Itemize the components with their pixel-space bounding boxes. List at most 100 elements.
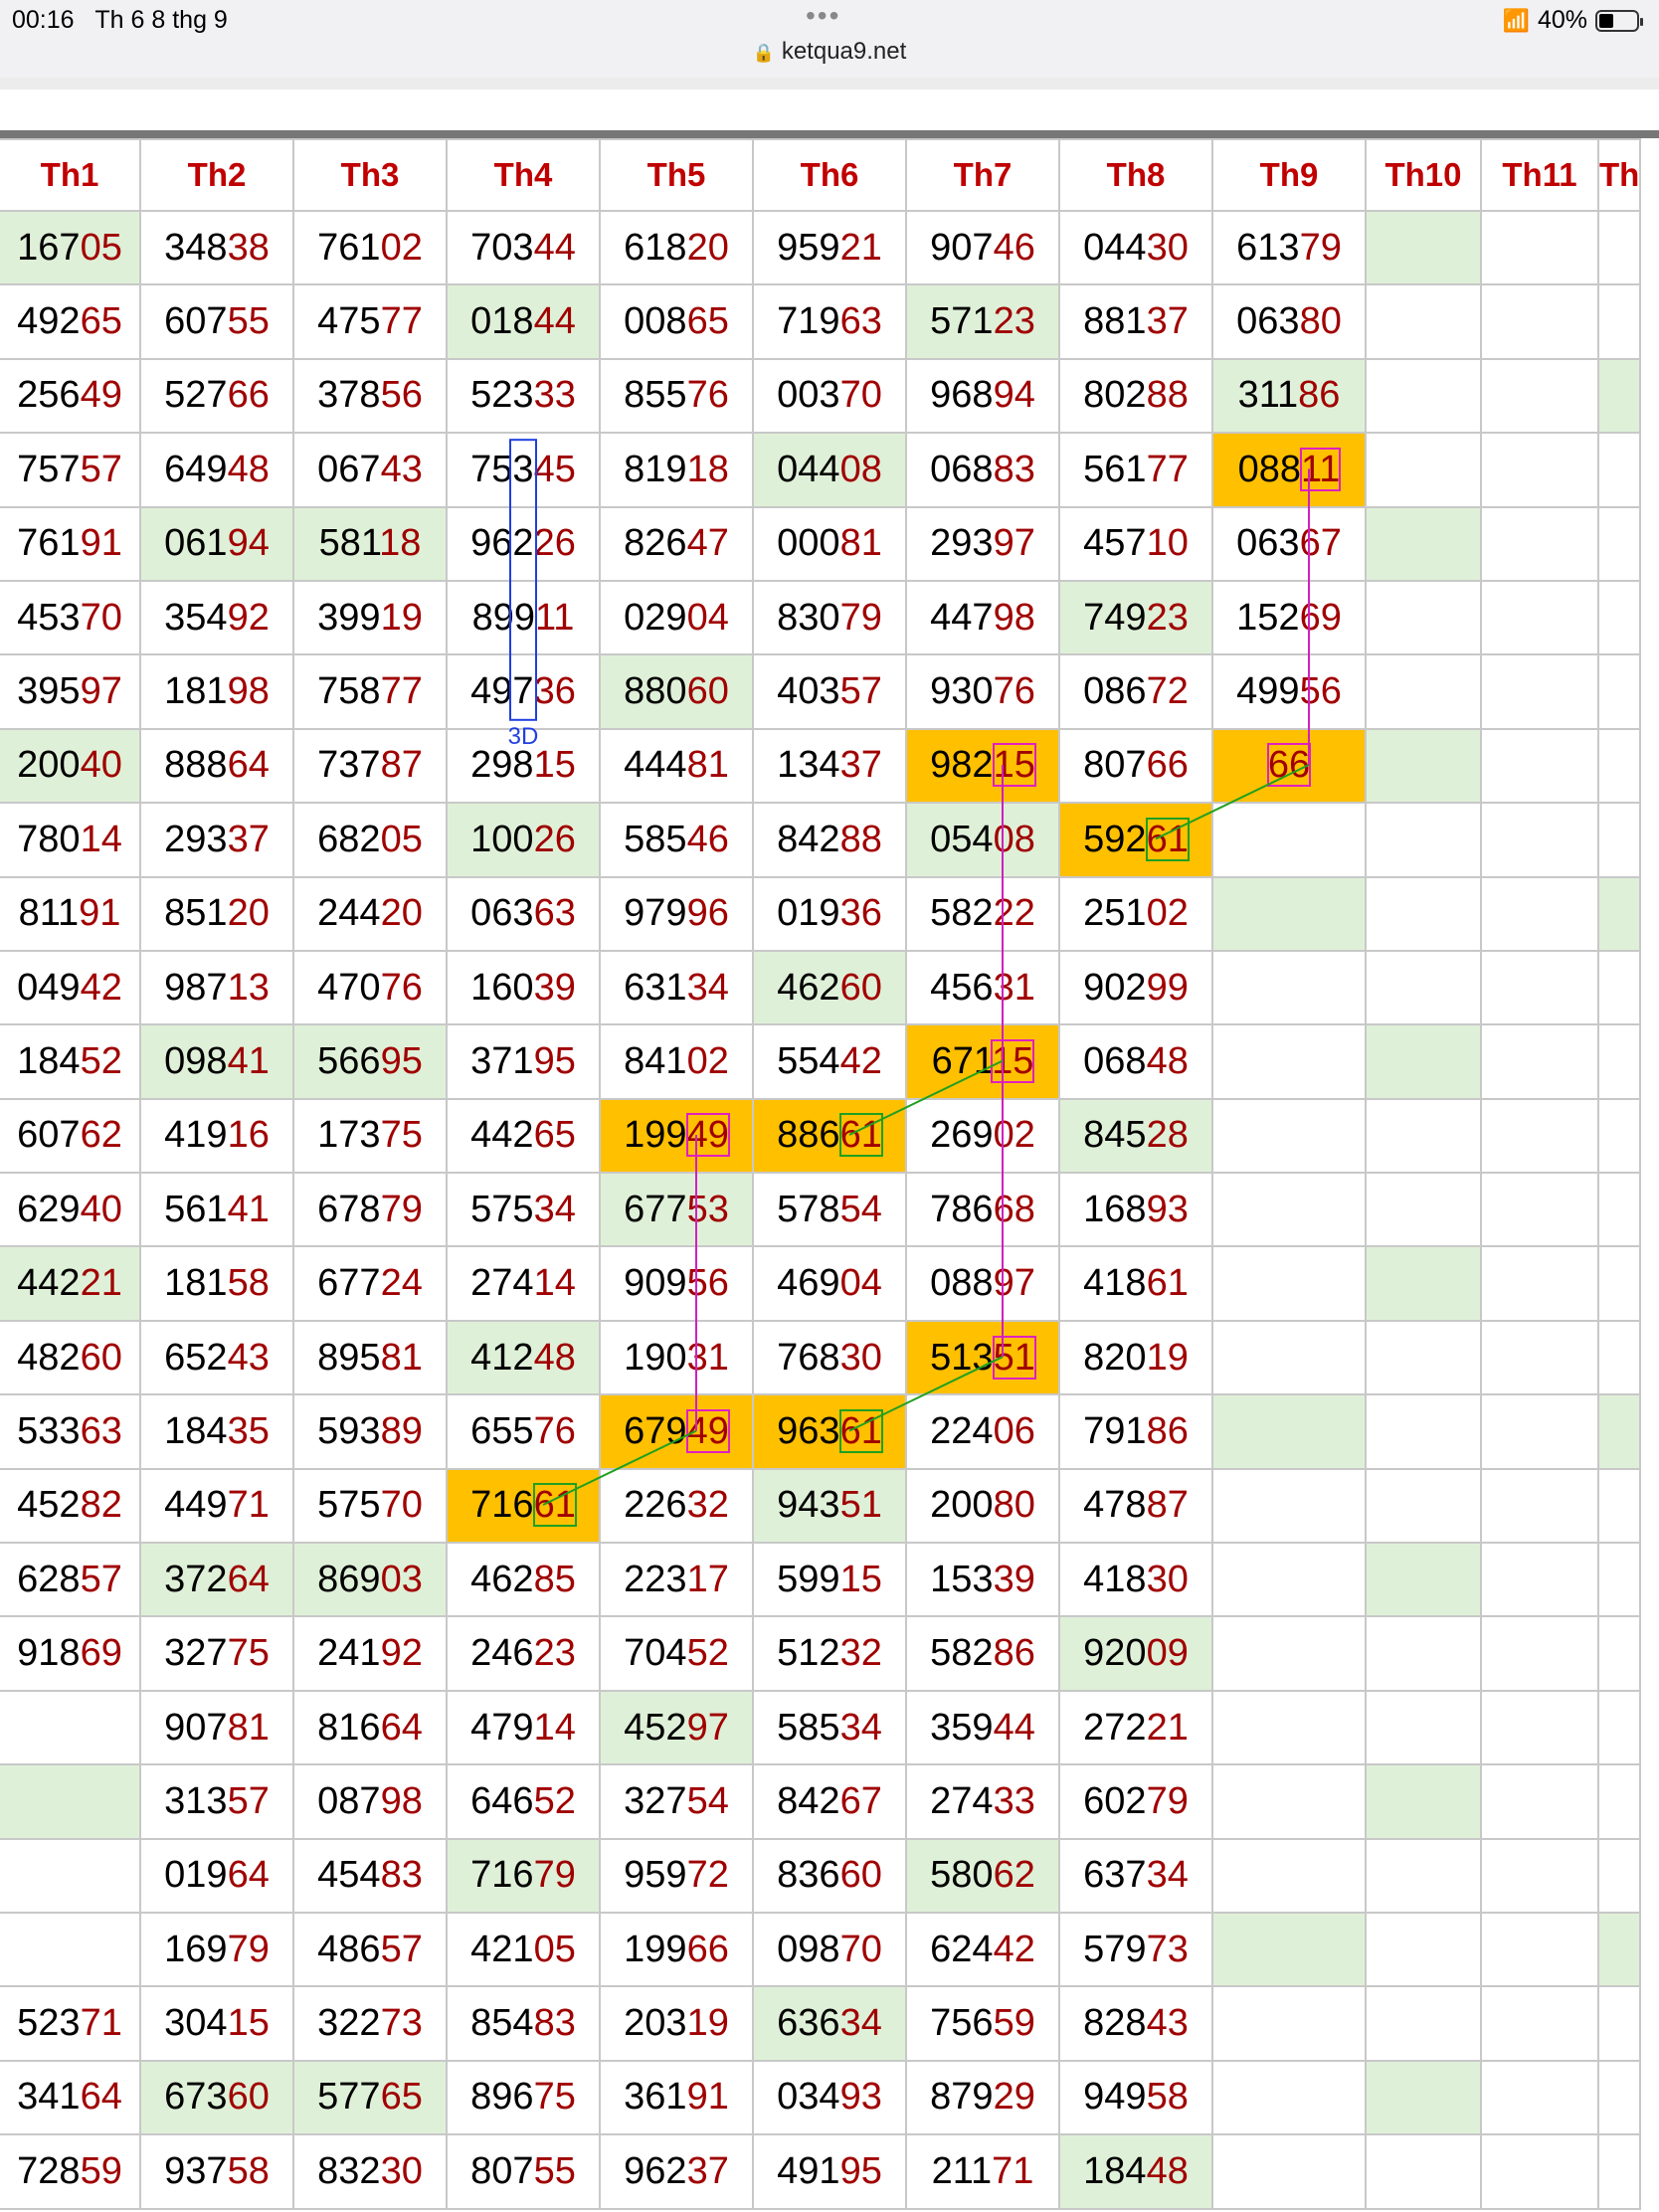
result-cell: 16039 bbox=[446, 949, 601, 1026]
result-cell: 75757 bbox=[0, 432, 141, 508]
number-tail: 02 bbox=[380, 226, 423, 269]
number-tail: 71 bbox=[80, 2002, 122, 2045]
result-cell bbox=[1596, 1245, 1642, 1322]
number-tail: 97 bbox=[686, 1706, 729, 1749]
number-tail: 79 bbox=[839, 596, 882, 639]
number-tail: 91 bbox=[686, 2076, 729, 2119]
number-head: 902 bbox=[1083, 966, 1147, 1009]
result-cell bbox=[1211, 1763, 1367, 1840]
result-cell bbox=[1480, 505, 1599, 582]
result-cell: 18198 bbox=[139, 653, 294, 730]
number-head: 497 bbox=[470, 670, 534, 713]
number-tail: 70 bbox=[80, 596, 122, 639]
number-tail: 19 bbox=[380, 596, 423, 639]
more-dots-icon[interactable]: ••• bbox=[806, 0, 841, 31]
number-head: 412 bbox=[470, 1336, 534, 1379]
number-tail: 80 bbox=[993, 1484, 1035, 1527]
number-tail: 35 bbox=[227, 1409, 270, 1452]
result-cell: 31357 bbox=[139, 1763, 294, 1840]
result-cell: 76191 bbox=[0, 505, 141, 582]
result-cell: 84288 bbox=[752, 802, 907, 878]
table-row: 62857 37264 86903 46285 22317 59915 15339 41830 bbox=[0, 1542, 1642, 1618]
result-cell: 71679 bbox=[446, 1837, 601, 1914]
number-head: 019 bbox=[777, 892, 840, 935]
result-cell: 65576 bbox=[446, 1393, 601, 1470]
column-header: Th3 bbox=[292, 138, 448, 212]
number-head: 063 bbox=[1236, 522, 1300, 565]
result-cell: 90956 bbox=[599, 1245, 754, 1322]
number-head: 486 bbox=[317, 1928, 381, 1970]
number-tail: 63 bbox=[533, 892, 576, 935]
result-cell: 58118 bbox=[292, 505, 448, 582]
lock-icon: 🔒 bbox=[752, 43, 776, 63]
result-cell bbox=[1211, 1689, 1367, 1766]
number-head: 896 bbox=[470, 2076, 534, 2119]
result-cell: 06743 bbox=[292, 432, 448, 508]
number-head: 753 bbox=[470, 448, 534, 490]
number-tail: 95 bbox=[380, 1039, 423, 1082]
result-cell bbox=[0, 1763, 141, 1840]
result-cell: 41861 bbox=[1058, 1245, 1213, 1322]
result-cell bbox=[1211, 875, 1367, 952]
number-tail: 94 bbox=[993, 374, 1035, 417]
result-cell: 34164 bbox=[0, 2059, 141, 2136]
result-cell: 82843 bbox=[1058, 1985, 1213, 2062]
number-head: 457 bbox=[1083, 522, 1147, 565]
number-tail: 42 bbox=[839, 1039, 882, 1082]
number-head: 968 bbox=[930, 374, 994, 417]
number-tail: 76 bbox=[380, 966, 423, 1009]
toolbar-divider bbox=[0, 78, 1659, 90]
number-head: 679 bbox=[624, 1409, 687, 1452]
result-cell: 34838 bbox=[139, 209, 294, 286]
result-cell bbox=[1480, 1689, 1599, 1766]
table-row: 90781 81664 47914 45297 58534 35944 27221 bbox=[0, 1689, 1642, 1766]
number-head: 807 bbox=[470, 2149, 534, 2192]
number-tail: 20 bbox=[227, 892, 270, 935]
number-head: 184 bbox=[164, 1409, 228, 1452]
number-head: 527 bbox=[164, 374, 228, 417]
number-head: 949 bbox=[1083, 2076, 1147, 2119]
table-row: 62940 56141 67879 57534 67753 57854 78668 16893 bbox=[0, 1172, 1642, 1248]
result-cell bbox=[1596, 283, 1642, 360]
number-head: 580 bbox=[930, 1854, 994, 1897]
number-tail: 61 bbox=[532, 1483, 577, 1528]
result-cell bbox=[1365, 283, 1482, 360]
result-cell: 74923 bbox=[1058, 579, 1213, 656]
result-cell: 88864 bbox=[139, 727, 294, 805]
number-tail: 93 bbox=[839, 2076, 882, 2119]
number-tail: 57 bbox=[839, 670, 882, 713]
number-tail: 11 bbox=[1299, 447, 1342, 491]
result-cell: 30415 bbox=[139, 1985, 294, 2062]
address-bar[interactable]: 🔒 ketqua9.net bbox=[0, 38, 1659, 66]
number-tail: 86 bbox=[1146, 1409, 1189, 1452]
number-tail: 47 bbox=[686, 522, 729, 565]
result-cell: 04430 bbox=[1058, 209, 1213, 286]
result-cell bbox=[1365, 1763, 1482, 1840]
number-head: 454 bbox=[317, 1854, 381, 1897]
result-cell: 71661 bbox=[446, 1467, 601, 1545]
number-tail: 99 bbox=[1146, 966, 1189, 1009]
number-tail: 43 bbox=[227, 1336, 270, 1379]
result-cell: 06380 bbox=[1211, 283, 1367, 360]
number-head: 327 bbox=[624, 1779, 687, 1822]
number-tail: 81 bbox=[380, 1336, 423, 1379]
number-head: 963 bbox=[777, 1409, 840, 1452]
number-tail: 02 bbox=[993, 1114, 1035, 1157]
result-cell bbox=[1480, 283, 1599, 360]
number-tail: 05 bbox=[380, 818, 423, 860]
number-tail: 71 bbox=[992, 2149, 1034, 2192]
result-cell: 96226 bbox=[446, 505, 601, 582]
number-tail: 65 bbox=[380, 2076, 423, 2119]
number-tail: 98 bbox=[993, 596, 1035, 639]
column-header: Th6 bbox=[752, 138, 907, 212]
result-cell: 51232 bbox=[752, 1615, 907, 1692]
result-cell: 27433 bbox=[905, 1763, 1060, 1840]
result-cell: 60762 bbox=[0, 1097, 141, 1175]
result-cell bbox=[1211, 1542, 1367, 1618]
result-cell: 85483 bbox=[446, 1985, 601, 2062]
number-head: 008 bbox=[624, 300, 687, 343]
column-header: Th2 bbox=[139, 138, 294, 212]
number-head: 449 bbox=[164, 1484, 228, 1527]
result-cell: 52766 bbox=[139, 357, 294, 435]
result-cell bbox=[1596, 2059, 1642, 2136]
